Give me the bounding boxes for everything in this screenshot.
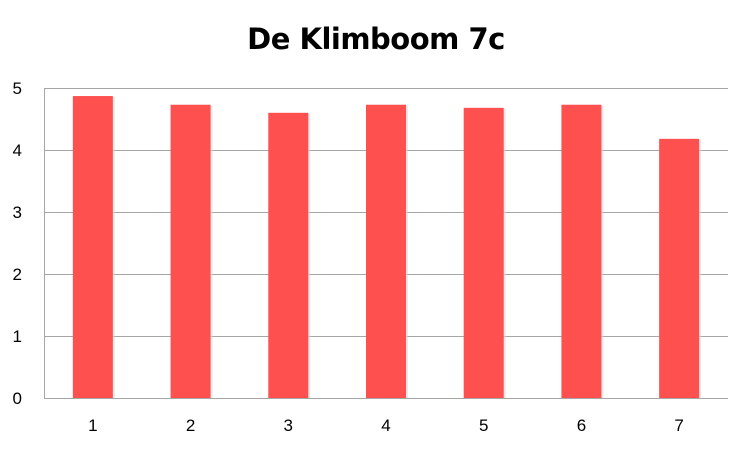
bar-7	[659, 138, 700, 398]
bar-4	[366, 104, 406, 399]
y-tick-label-2: 2	[13, 265, 22, 284]
x-tick-label-6: 6	[577, 416, 586, 435]
bar-2	[170, 104, 211, 399]
y-tick-label-5: 5	[13, 79, 22, 98]
tick-labels: 0 1 2 3 4 5 1 2 3 4 5 6 7	[13, 79, 684, 435]
x-tick-label-3: 3	[284, 416, 293, 435]
bar-3	[268, 112, 309, 399]
x-tick-label-5: 5	[479, 416, 488, 435]
chart-title: De Klimboom 7c	[247, 22, 505, 56]
axes	[44, 88, 728, 399]
y-tick-label-4: 4	[13, 141, 22, 160]
bar-5	[463, 107, 504, 398]
bar-6	[561, 104, 602, 399]
y-tick-label-1: 1	[13, 327, 22, 346]
y-tick-label-0: 0	[13, 389, 22, 408]
y-tick-label-3: 3	[13, 203, 22, 222]
bars	[72, 96, 702, 399]
bar-1	[72, 96, 113, 398]
x-tick-label-2: 2	[186, 416, 195, 435]
x-tick-label-7: 7	[674, 416, 683, 435]
x-tick-label-4: 4	[381, 416, 390, 435]
x-tick-label-1: 1	[88, 416, 97, 435]
